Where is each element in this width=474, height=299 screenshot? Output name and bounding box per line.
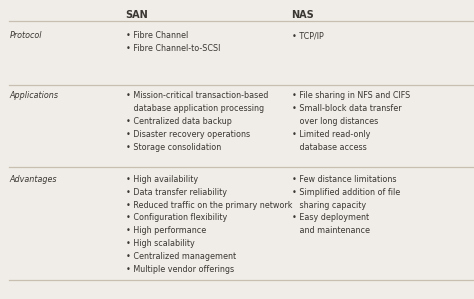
Text: and maintenance: and maintenance <box>292 226 370 235</box>
Text: • Centralized data backup: • Centralized data backup <box>126 117 231 126</box>
Text: • Limited read-only: • Limited read-only <box>292 130 370 139</box>
Text: • Configuration flexibility: • Configuration flexibility <box>126 213 227 222</box>
Text: • Multiple vendor offerings: • Multiple vendor offerings <box>126 265 234 274</box>
Text: Applications: Applications <box>9 91 58 100</box>
Text: • Reduced traffic on the primary network: • Reduced traffic on the primary network <box>126 201 292 210</box>
Text: • Data transfer reliability: • Data transfer reliability <box>126 188 227 197</box>
Text: sharing capacity: sharing capacity <box>292 201 365 210</box>
Text: • Fibre Channel-to-SCSI: • Fibre Channel-to-SCSI <box>126 44 220 53</box>
Text: database access: database access <box>292 143 366 152</box>
Text: • Storage consolidation: • Storage consolidation <box>126 143 221 152</box>
Text: Protocol: Protocol <box>9 31 42 40</box>
Text: NAS: NAS <box>292 10 314 20</box>
Text: • Fibre Channel: • Fibre Channel <box>126 31 188 40</box>
Text: • File sharing in NFS and CIFS: • File sharing in NFS and CIFS <box>292 91 410 100</box>
Text: • Few distance limitations: • Few distance limitations <box>292 175 396 184</box>
Text: • TCP/IP: • TCP/IP <box>292 31 323 40</box>
Text: • High scalability: • High scalability <box>126 239 194 248</box>
Text: • High performance: • High performance <box>126 226 206 235</box>
Text: • Small-block data transfer: • Small-block data transfer <box>292 104 401 113</box>
Text: • High availability: • High availability <box>126 175 198 184</box>
Text: over long distances: over long distances <box>292 117 378 126</box>
Text: • Easy deployment: • Easy deployment <box>292 213 369 222</box>
Text: • Disaster recovery operations: • Disaster recovery operations <box>126 130 250 139</box>
Text: database application processing: database application processing <box>126 104 264 113</box>
Text: • Simplified addition of file: • Simplified addition of file <box>292 188 400 197</box>
Text: • Centralized management: • Centralized management <box>126 252 236 261</box>
Text: • Mission-critical transaction-based: • Mission-critical transaction-based <box>126 91 268 100</box>
Text: SAN: SAN <box>126 10 148 20</box>
Text: Advantages: Advantages <box>9 175 57 184</box>
